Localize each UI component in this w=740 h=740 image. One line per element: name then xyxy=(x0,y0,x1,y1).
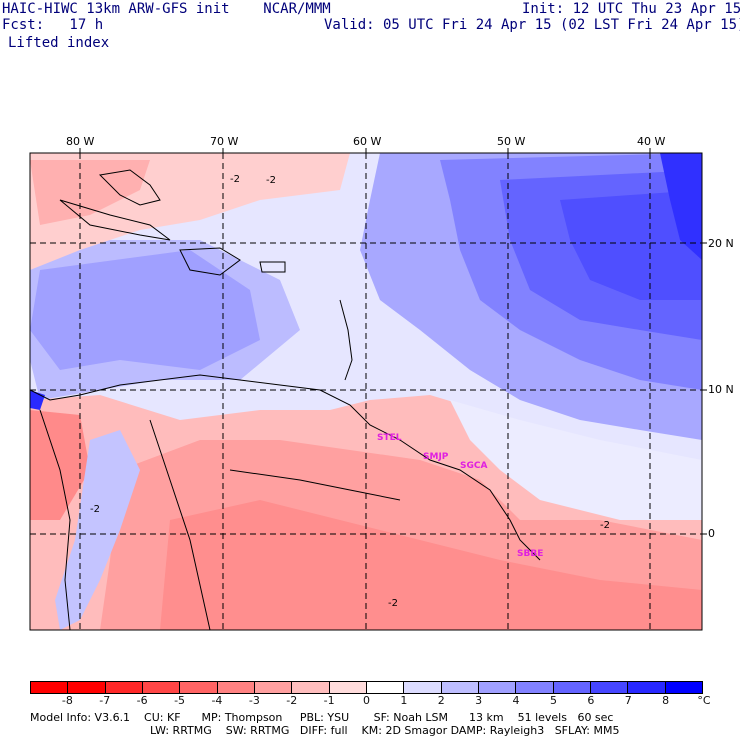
lon-label-80w: 80 W xyxy=(66,135,95,148)
model-info-line2: LW: RRTMG SW: RRTMG DIFF: full KM: 2D Sm… xyxy=(150,724,620,737)
colorbar-swatch xyxy=(628,682,666,693)
colorbar-tick-label: 7 xyxy=(624,694,632,707)
colorbar-tick-label: -3 xyxy=(248,694,260,707)
colorbar-swatch xyxy=(180,682,218,693)
contour-label: -2 xyxy=(266,175,276,186)
colorbar-swatch xyxy=(404,682,442,693)
valid-time: Valid: 05 UTC Fri 24 Apr 15 (02 LST Fri … xyxy=(324,17,740,33)
colorbar-tick-label: 4 xyxy=(512,694,520,707)
colorbar-swatch xyxy=(254,682,293,693)
lat-label-20n: 20 N xyxy=(708,237,734,250)
colorbar-tick-label: 0 xyxy=(363,694,370,707)
colorbar-tick-label: -6 xyxy=(136,694,148,707)
colorbar-swatch xyxy=(217,682,255,693)
site-label: STEL xyxy=(377,433,402,443)
contour-label: -2 xyxy=(230,174,240,185)
lat-label-10n: 10 N xyxy=(708,383,734,396)
contour-label: -2 xyxy=(388,598,398,609)
contour-label: -2 xyxy=(90,504,100,515)
colorbar-tick-label: -7 xyxy=(99,694,111,707)
colorbar-unit: °C xyxy=(697,694,711,707)
colorbar-swatch xyxy=(516,682,554,693)
colorbar-swatch xyxy=(665,682,702,693)
colorbar-swatch xyxy=(68,682,106,693)
colorbar-swatch xyxy=(31,682,69,693)
colorbar-swatch xyxy=(142,682,181,693)
colorbar-tick-label: -8 xyxy=(61,694,73,707)
site-label: SBBE xyxy=(517,549,544,559)
forecast-hour: Fcst: 17 h xyxy=(2,17,104,33)
lon-label-70w: 70 W xyxy=(210,135,239,148)
colorbar-swatch xyxy=(553,682,591,693)
colorbar-swatch xyxy=(366,682,405,693)
colorbar-tick-label: 5 xyxy=(549,694,557,707)
colorbar-swatch xyxy=(441,682,479,693)
field-name: Lifted index xyxy=(8,35,110,51)
colorbar-swatch xyxy=(478,682,517,693)
lon-label-60w: 60 W xyxy=(353,135,382,148)
colorbar-tick-label: 3 xyxy=(475,694,483,707)
colorbar xyxy=(30,681,703,694)
colorbar-swatch xyxy=(590,682,629,693)
colorbar-swatch xyxy=(329,682,367,693)
lat-label-0: 0 xyxy=(708,527,715,540)
lon-label-40w: 40 W xyxy=(637,135,666,148)
site-label: SMJP xyxy=(423,452,449,462)
colorbar-tick-label: 1 xyxy=(400,694,408,707)
colorbar-tick-label: -5 xyxy=(174,694,186,707)
init-time: Init: 12 UTC Thu 23 Apr 15 xyxy=(522,1,740,17)
colorbar-swatch xyxy=(105,682,143,693)
model-info-line1: Model Info: V3.6.1 CU: KF MP: Thompson P… xyxy=(30,711,614,724)
colorbar-tick-label: -2 xyxy=(286,694,298,707)
colorbar-tick-label: 8 xyxy=(662,694,670,707)
colorbar-tick-label: 6 xyxy=(587,694,595,707)
colorbar-swatch xyxy=(292,682,330,693)
lon-label-50w: 50 W xyxy=(497,135,526,148)
colorbar-tick-label: -1 xyxy=(323,694,335,707)
colorbar-tick-label: -4 xyxy=(211,694,223,707)
colorbar-tick-label: 2 xyxy=(437,694,445,707)
site-label: SGCA xyxy=(460,461,488,471)
contour-label: -2 xyxy=(600,520,610,531)
chart-title: HAIC-HIWC 13km ARW-GFS init NCAR/MMM xyxy=(2,1,331,17)
